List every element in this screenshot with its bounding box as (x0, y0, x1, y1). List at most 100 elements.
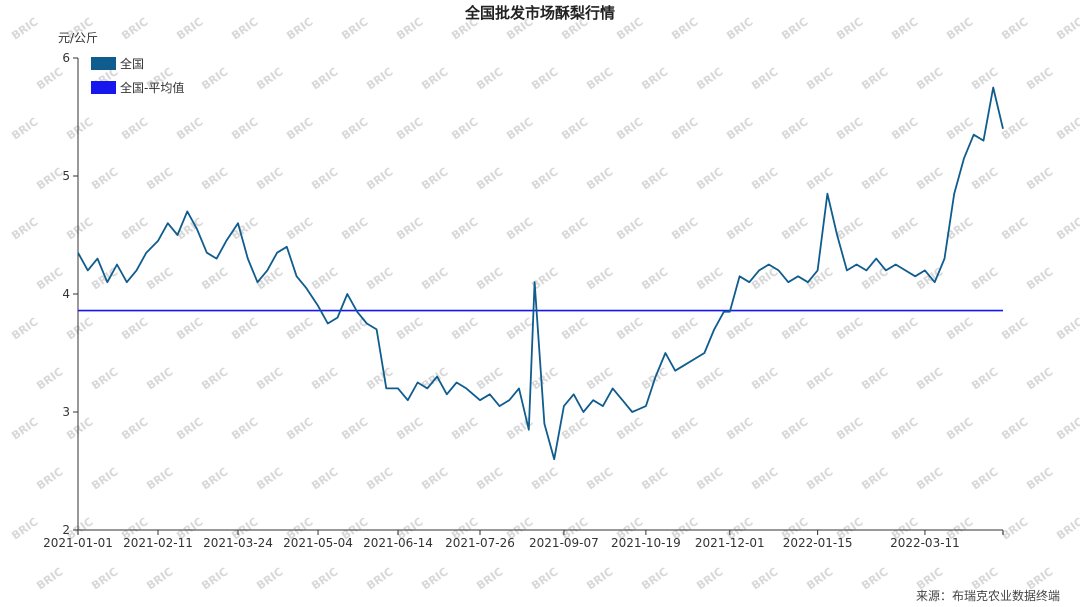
watermark: BRIC (944, 315, 975, 342)
watermark: BRIC (889, 215, 920, 242)
legend-label: 全国-平均值 (120, 80, 184, 95)
watermark: BRIC (944, 115, 975, 142)
watermark: BRIC (89, 165, 120, 192)
watermark: BRIC (749, 165, 780, 192)
watermark: BRIC (584, 565, 615, 592)
watermark: BRIC (309, 465, 340, 492)
watermark: BRIC (339, 15, 370, 42)
x-tick-label: 2022-03-11 (890, 536, 960, 550)
watermark: BRIC (309, 165, 340, 192)
watermark: BRIC (119, 315, 150, 342)
watermark: BRIC (639, 165, 670, 192)
watermark: BRIC (1024, 365, 1055, 392)
watermark: BRIC (639, 465, 670, 492)
watermark: BRIC (944, 15, 975, 42)
watermark: BRIC (64, 315, 95, 342)
watermark: BRIC (559, 415, 590, 442)
watermark: BRIC (694, 365, 725, 392)
watermark: BRIC (779, 115, 810, 142)
watermark: BRIC (639, 65, 670, 92)
x-tick-label: 2021-09-07 (529, 536, 599, 550)
watermark: BRIC (89, 365, 120, 392)
watermark: BRIC (504, 315, 535, 342)
watermark: BRIC (89, 465, 120, 492)
watermark: BRIC (284, 315, 315, 342)
watermark: BRIC (9, 415, 40, 442)
watermark: BRIC (419, 265, 450, 292)
watermark-layer: BRIC BRIC BRIC BRIC BRIC BRIC BRIC BRIC BRIC BRIC… (9, 15, 1080, 592)
watermark: BRIC (394, 415, 425, 442)
watermark: BRIC (119, 215, 150, 242)
watermark: BRIC (229, 115, 260, 142)
watermark: BRIC (34, 365, 65, 392)
watermark: BRIC (834, 115, 865, 142)
x-axis: 2021-01-01 2021-02-11 2021-03-24 2021-05-04… (43, 529, 1004, 550)
watermark: BRIC (1054, 315, 1080, 342)
watermark: BRIC (944, 415, 975, 442)
watermark: BRIC (1054, 15, 1080, 42)
watermark: BRIC (724, 415, 755, 442)
watermark: BRIC (639, 565, 670, 592)
watermark: BRIC (394, 215, 425, 242)
watermark: BRIC (1024, 65, 1055, 92)
watermark: BRIC (34, 465, 65, 492)
watermark: BRIC (474, 265, 505, 292)
x-tick-label: 2021-03-24 (203, 536, 273, 550)
watermark: BRIC (724, 15, 755, 42)
watermark: BRIC (694, 465, 725, 492)
watermark: BRIC (914, 165, 945, 192)
watermark: BRIC (804, 365, 835, 392)
watermark: BRIC (174, 415, 205, 442)
watermark: BRIC (119, 415, 150, 442)
watermark: BRIC (364, 265, 395, 292)
watermark: BRIC (694, 65, 725, 92)
watermark: BRIC (859, 565, 890, 592)
watermark: BRIC (804, 265, 835, 292)
watermark: BRIC (474, 565, 505, 592)
watermark: BRIC (144, 465, 175, 492)
watermark: BRIC (309, 65, 340, 92)
watermark: BRIC (174, 115, 205, 142)
y-tick-label: 3 (62, 405, 70, 419)
watermark: BRIC (364, 65, 395, 92)
watermark: BRIC (199, 565, 230, 592)
watermark: BRIC (199, 465, 230, 492)
watermark: BRIC (804, 65, 835, 92)
x-tick-label: 2021-06-14 (363, 536, 433, 550)
watermark: BRIC (254, 265, 285, 292)
watermark: BRIC (9, 515, 40, 542)
watermark: BRIC (474, 465, 505, 492)
watermark: BRIC (914, 365, 945, 392)
watermark: BRIC (309, 565, 340, 592)
watermark: BRIC (449, 315, 480, 342)
y-tick-label: 2 (62, 523, 70, 537)
watermark: BRIC (859, 165, 890, 192)
watermark: BRIC (969, 165, 1000, 192)
watermark: BRIC (889, 15, 920, 42)
watermark: BRIC (914, 465, 945, 492)
watermark: BRIC (9, 315, 40, 342)
watermark: BRIC (229, 15, 260, 42)
watermark: BRIC (779, 415, 810, 442)
y-axis-label: 元/公斤 (58, 31, 98, 45)
legend-swatch (91, 57, 116, 70)
watermark: BRIC (614, 15, 645, 42)
watermark: BRIC (474, 365, 505, 392)
watermark: BRIC (529, 565, 560, 592)
watermark: BRIC (254, 165, 285, 192)
watermark: BRIC (199, 165, 230, 192)
watermark: BRIC (34, 265, 65, 292)
watermark: BRIC (474, 165, 505, 192)
watermark: BRIC (529, 165, 560, 192)
watermark: BRIC (1054, 215, 1080, 242)
watermark: BRIC (309, 365, 340, 392)
watermark: BRIC (449, 215, 480, 242)
watermark: BRIC (999, 215, 1030, 242)
y-tick-label: 6 (62, 51, 70, 65)
watermark: BRIC (364, 165, 395, 192)
watermark: BRIC (199, 365, 230, 392)
watermark: BRIC (1024, 165, 1055, 192)
watermark: BRIC (34, 65, 65, 92)
watermark: BRIC (724, 315, 755, 342)
